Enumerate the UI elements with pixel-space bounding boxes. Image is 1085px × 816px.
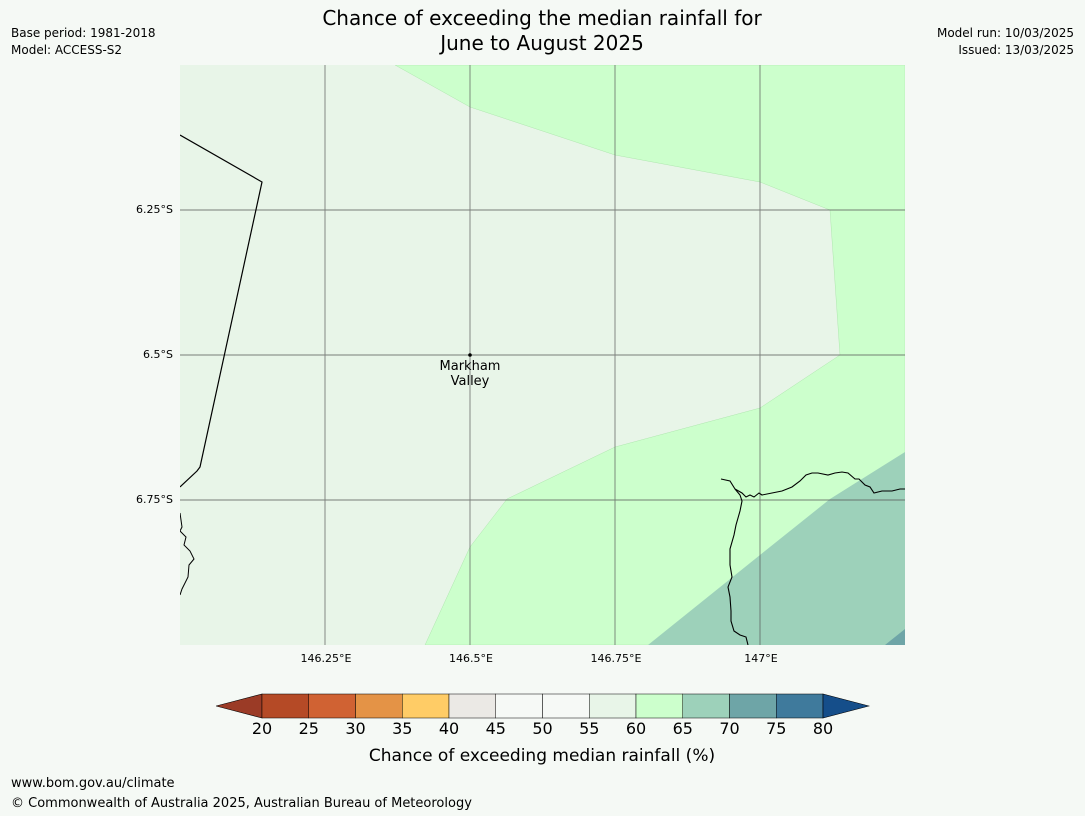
lat-label-6-75: 6.75°S (136, 493, 173, 506)
lon-label-146-25: 146.25°E (300, 652, 352, 665)
colorbar-segment-20_25 (261, 693, 309, 719)
colorbar-tick-45: 45 (485, 719, 506, 738)
lon-label-146-5: 146.5°E (449, 652, 493, 665)
map-title: Chance of exceeding the median rainfall … (242, 6, 842, 56)
meta-right: Model run: 10/03/2025 Issued: 13/03/2025 (937, 25, 1074, 59)
colorbar-segment-45_50 (495, 693, 543, 719)
colorbar-extend-high (822, 693, 870, 719)
coastline-gulf (720, 471, 905, 498)
footer-copyright: © Commonwealth of Australia 2025, Austra… (11, 796, 472, 811)
colorbar-extend-low (216, 693, 263, 719)
colorbar-segment-65_70 (682, 693, 730, 719)
markham-valley-marker (468, 353, 472, 357)
colorbar-tick-20: 20 (251, 719, 273, 738)
colorbar-segment-60_65 (635, 693, 683, 719)
colorbar-label: Chance of exceeding median rainfall (%) (368, 746, 716, 766)
lat-label-6-25: 6.25°S (136, 203, 173, 216)
place-label-line2: Valley (450, 374, 490, 389)
place-label-line1: Markham (439, 359, 501, 374)
place-label-markham-valley: Markham Valley (410, 359, 530, 389)
colorbar-tick-40: 40 (438, 719, 460, 738)
lat-label-6-5: 6.5°S (143, 348, 173, 361)
colorbar-tick-50: 50 (532, 719, 553, 738)
model-run-text: Model run: 10/03/2025 (936, 26, 1074, 40)
issued-text: Issued: 13/03/2025 (958, 43, 1074, 57)
map-title-line1: Chance of exceeding the median rainfall … (322, 6, 762, 30)
colorbar (216, 693, 870, 719)
lon-label-147: 147°E (744, 652, 778, 665)
lon-label-146-75: 146.75°E (590, 652, 642, 665)
map-panel (180, 65, 905, 645)
colorbar-tick-80: 80 (812, 719, 834, 738)
colorbar-tick-60: 60 (625, 719, 647, 738)
colorbar-segment-70_75 (729, 693, 777, 719)
colorbar-tick-70: 70 (719, 719, 740, 738)
colorbar-tick-25: 25 (298, 719, 319, 738)
colorbar-segment-55_60 (589, 693, 637, 719)
model-text: Model: ACCESS-S2 (11, 43, 123, 57)
colorbar-segment-75_80 (776, 693, 824, 719)
map-title-line2: June to August 2025 (440, 31, 644, 55)
coastline-river (727, 488, 749, 645)
colorbar-segment-25_30 (308, 693, 356, 719)
colorbar-tick-55: 55 (579, 719, 600, 738)
colorbar-tick-35: 35 (392, 719, 413, 738)
colorbar-segment-30_35 (355, 693, 403, 719)
colorbar-segment-40_45 (448, 693, 496, 719)
colorbar-segment-50_55 (542, 693, 590, 719)
base-period-text: Base period: 1981-2018 (11, 26, 156, 40)
colorbar-tick-75: 75 (766, 719, 787, 738)
colorbar-tick-30: 30 (345, 719, 366, 738)
coastline-left (180, 512, 195, 596)
province-border (180, 134, 263, 488)
zone-70-75 (885, 629, 905, 645)
meta-left: Base period: 1981-2018 Model: ACCESS-S2 (11, 25, 156, 59)
map-svg (180, 65, 905, 645)
footer-url: www.bom.gov.au/climate (11, 776, 175, 791)
colorbar-segment-35_40 (402, 693, 450, 719)
colorbar-tick-65: 65 (672, 719, 693, 738)
